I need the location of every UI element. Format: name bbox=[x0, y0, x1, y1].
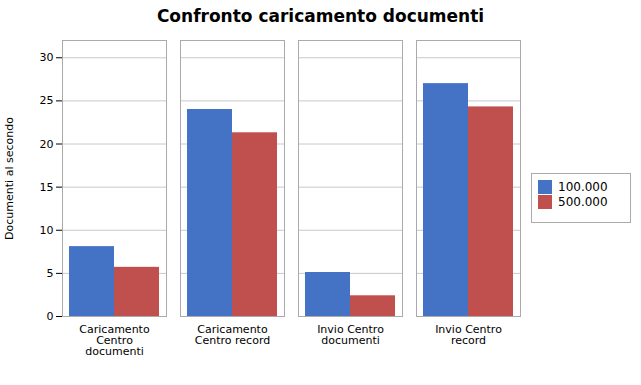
svg-text:Documenti al secondo: Documenti al secondo bbox=[3, 117, 16, 240]
svg-text:Invio Centrodocumenti: Invio Centrodocumenti bbox=[317, 323, 384, 347]
svg-text:Invio Centrorecord: Invio Centrorecord bbox=[435, 323, 502, 347]
svg-text:0: 0 bbox=[47, 310, 54, 323]
svg-text:CaricamentoCentrodocumenti: CaricamentoCentrodocumenti bbox=[79, 323, 150, 358]
svg-text:5: 5 bbox=[47, 267, 54, 280]
html-text:100.000: 100.000 bbox=[558, 180, 608, 194]
svg-text:20: 20 bbox=[40, 138, 54, 151]
svg-text:25: 25 bbox=[40, 94, 54, 107]
svg-text:15: 15 bbox=[40, 181, 54, 194]
svg-text:30: 30 bbox=[40, 51, 54, 64]
svg-text:CaricamentoCentro record: CaricamentoCentro record bbox=[195, 323, 270, 347]
html-text:500.000: 500.000 bbox=[558, 195, 608, 209]
svg-text:10: 10 bbox=[40, 224, 54, 237]
html-text:Confronto caricamento document: Confronto caricamento documenti bbox=[156, 6, 485, 26]
